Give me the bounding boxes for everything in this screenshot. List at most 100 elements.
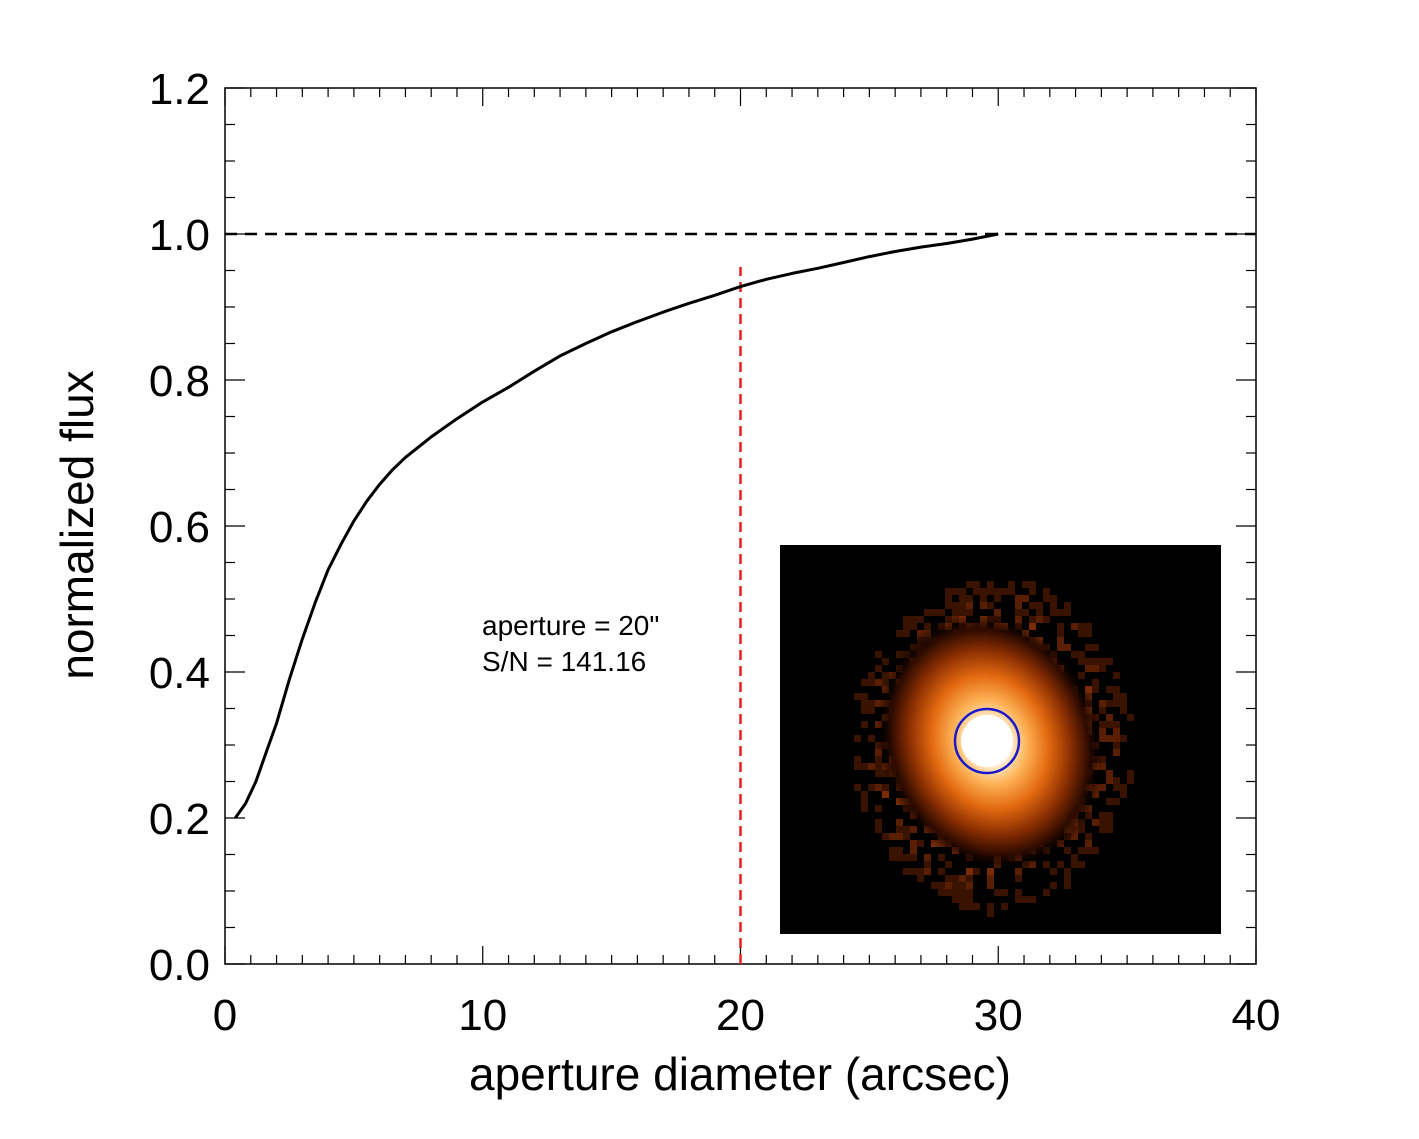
inset-speckle (931, 882, 938, 889)
inset-speckle (966, 896, 973, 903)
inset-speckle (1015, 875, 1022, 882)
inset-speckle (1113, 749, 1120, 756)
inset-speckle (903, 826, 910, 833)
inset-speckle (1078, 658, 1085, 665)
inset-speckle (1015, 889, 1022, 896)
inset-speckle (882, 672, 889, 679)
inset-speckle (875, 784, 882, 791)
inset-speckle (945, 889, 952, 896)
inset-speckle (861, 805, 868, 812)
inset-speckle (1099, 756, 1106, 763)
inset-speckle (1050, 882, 1057, 889)
inset-speckle (1092, 644, 1099, 651)
inset-speckle (1071, 854, 1078, 861)
inset-speckle (875, 749, 882, 756)
inset-speckle (875, 763, 882, 770)
inset-speckle (1036, 609, 1043, 616)
inset-speckle (868, 679, 875, 686)
inset-speckle (1113, 728, 1120, 735)
inset-speckle (1064, 644, 1071, 651)
x-tick-label: 10 (458, 991, 507, 1040)
inset-speckle (875, 700, 882, 707)
inset-speckle (1106, 721, 1113, 728)
inset-speckle (1036, 616, 1043, 623)
inset-speckle (938, 609, 945, 616)
inset-speckle (966, 609, 973, 616)
inset-speckle (994, 595, 1001, 602)
inset-speckle (1113, 721, 1120, 728)
inset-speckle (959, 588, 966, 595)
inset-speckle (861, 791, 868, 798)
inset-speckle (1029, 623, 1036, 630)
inset-speckle (1050, 595, 1057, 602)
inset-speckle (1120, 784, 1127, 791)
inset-speckle (1064, 602, 1071, 609)
inset-speckle (1092, 679, 1099, 686)
aperture-circle (953, 707, 1021, 775)
inset-speckle (1078, 651, 1085, 658)
inset-speckle (875, 819, 882, 826)
inset-speckle (896, 854, 903, 861)
inset-speckle (1078, 672, 1085, 679)
inset-speckle (1085, 833, 1092, 840)
inset-speckle (1099, 735, 1106, 742)
inset-speckle (875, 770, 882, 777)
inset-speckle (924, 623, 931, 630)
inset-speckle (875, 679, 882, 686)
inset-speckle (1057, 644, 1064, 651)
inset-speckle (1106, 798, 1113, 805)
inset-speckle (973, 588, 980, 595)
y-tick-label: 0.2 (149, 795, 210, 844)
inset-speckle (875, 651, 882, 658)
inset-speckle (1092, 819, 1099, 826)
inset-speckle (1001, 889, 1008, 896)
inset-speckle (945, 602, 952, 609)
inset-speckle (987, 903, 994, 910)
inset-speckle (1113, 693, 1120, 700)
inset-speckle (1120, 693, 1127, 700)
inset-speckle (1099, 784, 1106, 791)
inset-speckle (910, 616, 917, 623)
inset-speckle (994, 889, 1001, 896)
inset-speckle (945, 875, 952, 882)
inset-speckle (952, 889, 959, 896)
inset-speckle (966, 602, 973, 609)
inset-speckle (994, 588, 1001, 595)
inset-speckle (1113, 798, 1120, 805)
inset-speckle (903, 868, 910, 875)
annotation-block: aperture = 20" S/N = 141.16 (482, 610, 659, 677)
inset-speckle (1064, 882, 1071, 889)
inset-speckle (1064, 875, 1071, 882)
inset-speckle (910, 847, 917, 854)
inset-speckle (1127, 777, 1134, 784)
inset-speckle (931, 609, 938, 616)
y-tick-label: 1.2 (149, 65, 210, 114)
inset-speckle (1113, 735, 1120, 742)
inset-speckle (1015, 616, 1022, 623)
inset-speckle (1001, 588, 1008, 595)
inset-speckle (903, 623, 910, 630)
inset-speckle (959, 882, 966, 889)
inset-speckle (896, 847, 903, 854)
inset-speckle (889, 854, 896, 861)
inset-speckle (1113, 672, 1120, 679)
inset-speckle (1029, 896, 1036, 903)
inset-speckle (889, 847, 896, 854)
inset-speckle (903, 854, 910, 861)
inset-speckle (1099, 700, 1106, 707)
inset-speckle (1064, 868, 1071, 875)
inset-speckle (882, 791, 889, 798)
inset-speckle (924, 854, 931, 861)
inset-speckle (1106, 735, 1113, 742)
inset-speckle (1029, 581, 1036, 588)
inset-speckle (1071, 651, 1078, 658)
inset-speckle (882, 784, 889, 791)
inset-speckle (1029, 588, 1036, 595)
inset-speckle (1113, 777, 1120, 784)
inset-speckle (1099, 763, 1106, 770)
inset-speckle (1085, 840, 1092, 847)
inset-speckle (917, 840, 924, 847)
x-tick-label: 0 (213, 991, 237, 1040)
inset-speckle (1043, 861, 1050, 868)
inset-speckle (1029, 616, 1036, 623)
